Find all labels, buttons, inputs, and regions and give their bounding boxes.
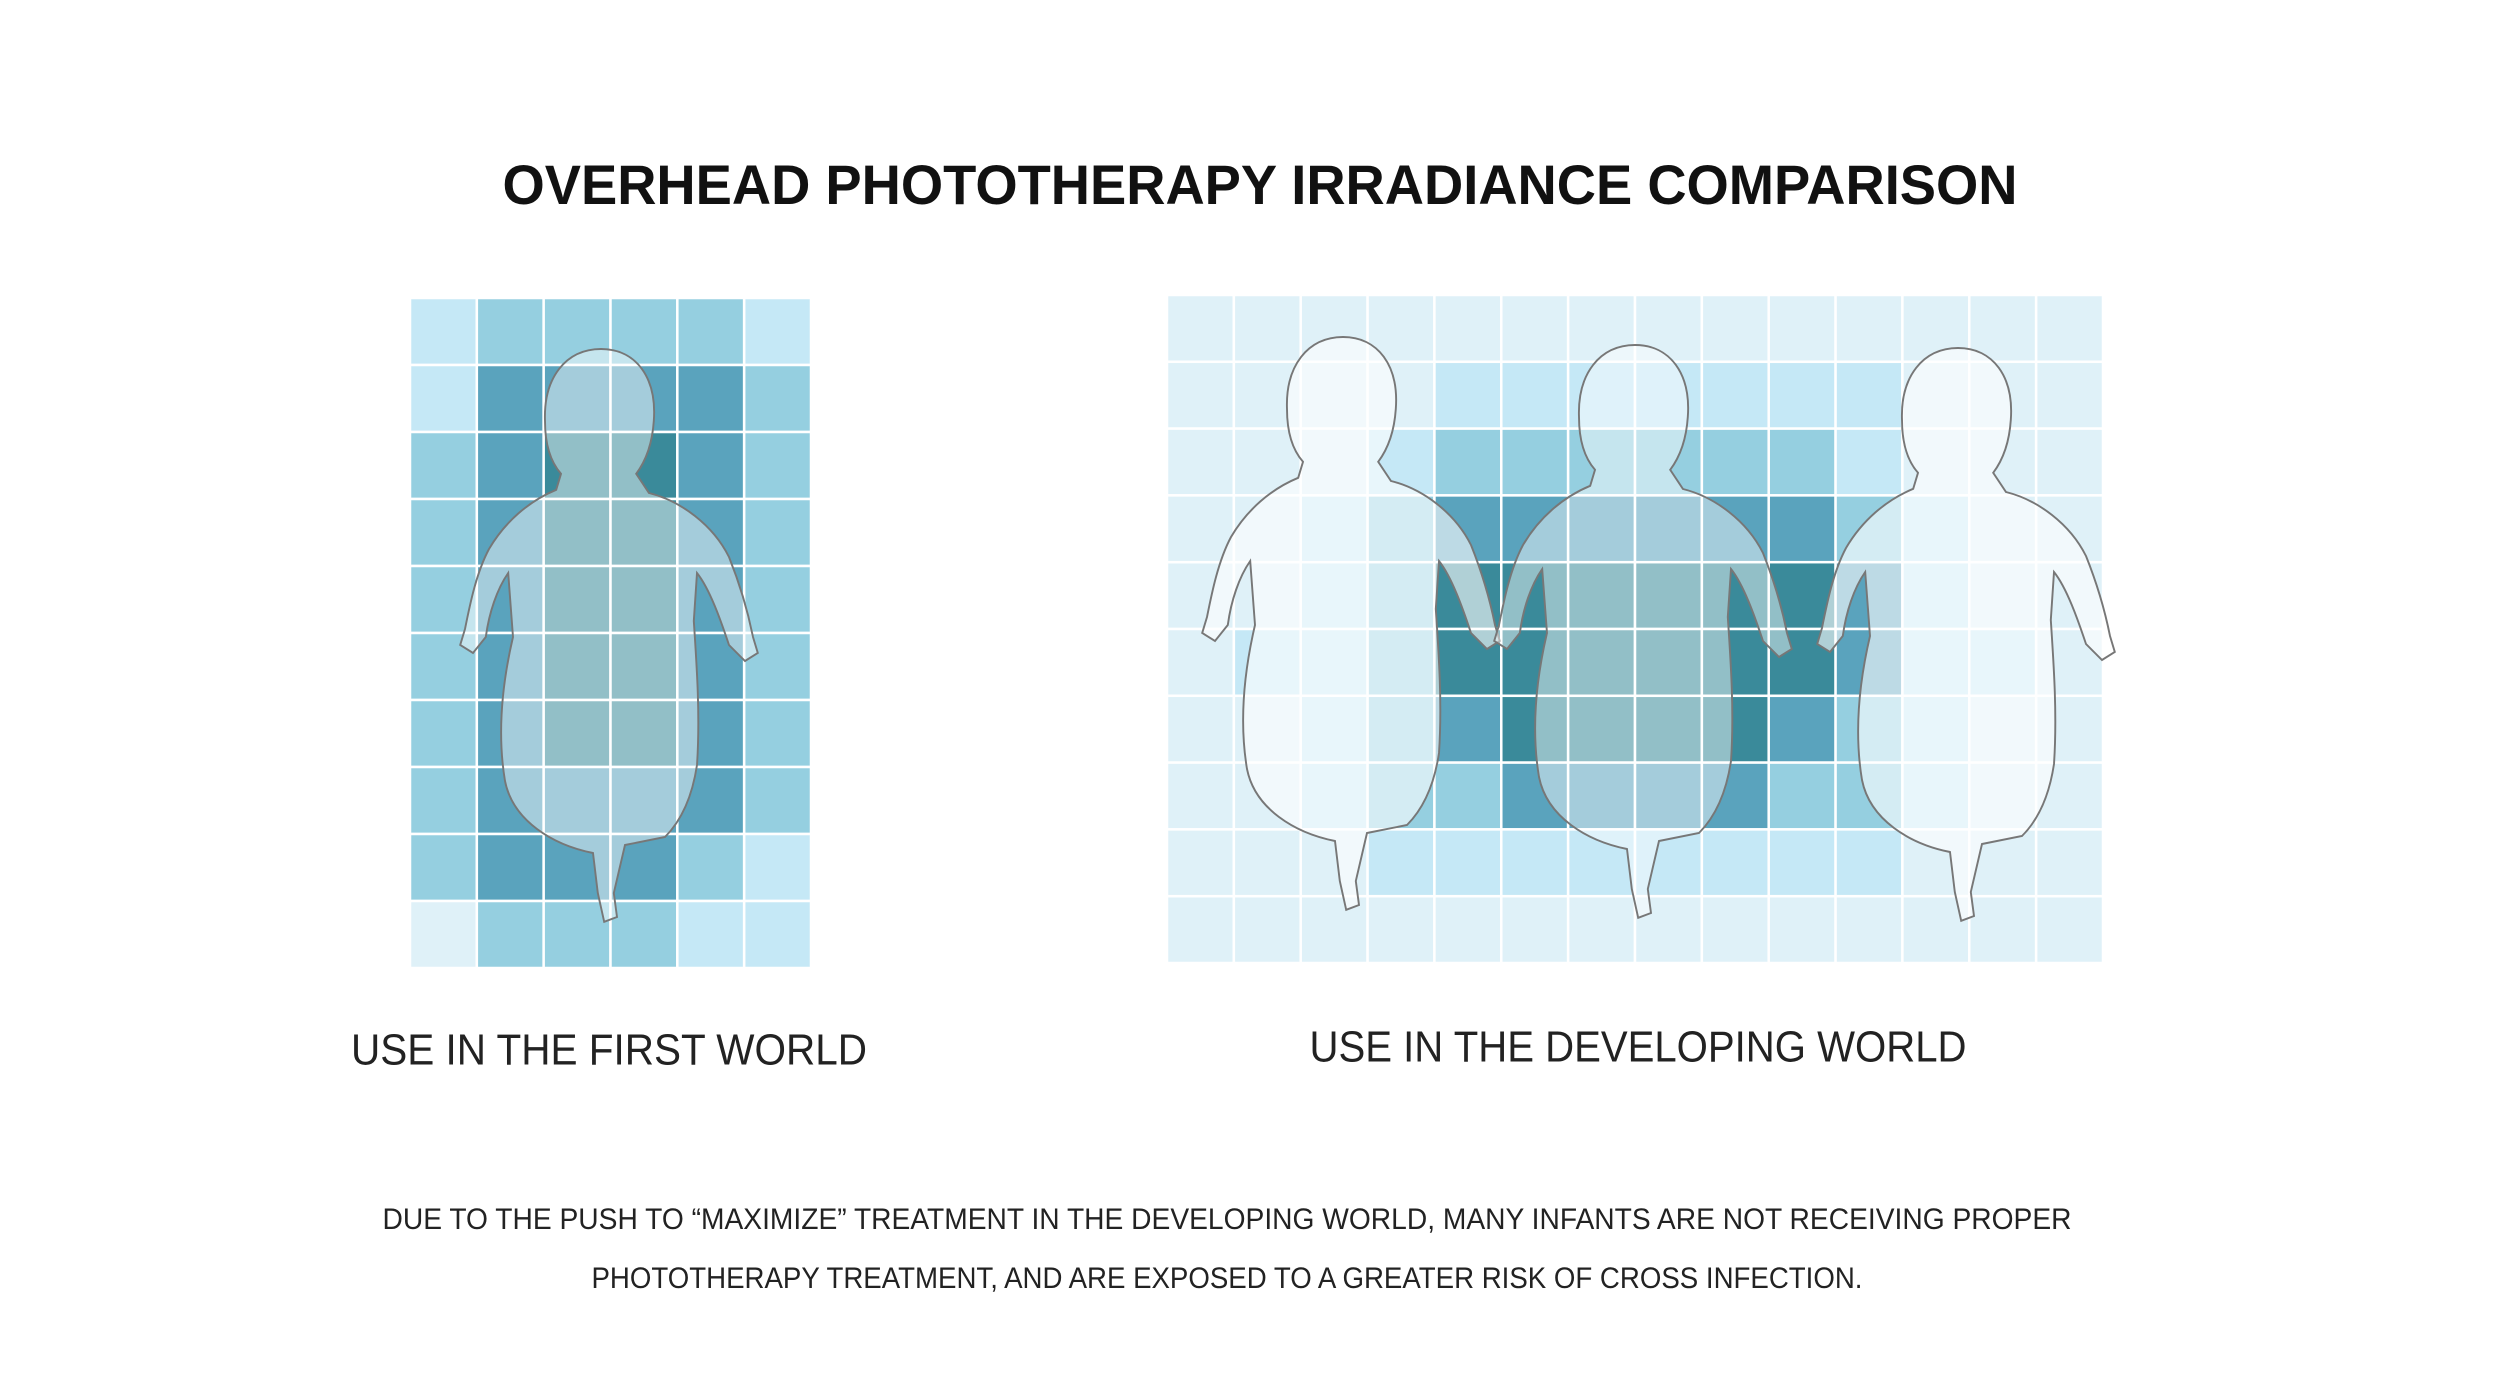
caption: USE IN THE FIRST WORLD — [351, 1026, 867, 1075]
grid-cell — [408, 765, 479, 836]
grid-cell — [1834, 828, 1904, 898]
grid-cell — [408, 832, 479, 903]
grid-cell — [1700, 894, 1770, 965]
grid-cell — [1433, 828, 1503, 898]
grid-cell — [742, 497, 813, 568]
grid-cell — [1366, 828, 1436, 898]
caption: USE IN THE DEVELOPING WORLD — [1310, 1023, 1967, 1072]
grid-cell — [1165, 293, 1236, 364]
grid-cell — [2034, 894, 2105, 965]
grid-cell — [742, 296, 813, 367]
grid-cell — [1433, 761, 1503, 831]
grid-cell — [1500, 360, 1570, 430]
grid-cell — [742, 832, 813, 903]
grid-cell — [475, 296, 545, 367]
grid-cell — [1500, 293, 1570, 364]
grid-cell — [2034, 293, 2105, 364]
grid-cell — [408, 899, 479, 970]
grid-cell — [1834, 894, 1904, 965]
grid-cell — [475, 832, 545, 903]
grid-cell — [542, 899, 612, 970]
grid-cell — [1232, 293, 1302, 364]
grid-cell — [676, 832, 746, 903]
grid-cell — [742, 899, 813, 970]
grid-cell — [742, 363, 813, 434]
grid-cell — [1767, 293, 1837, 364]
grid-cell — [2034, 427, 2105, 497]
grid-cell — [742, 430, 813, 501]
grid-cell — [475, 430, 545, 501]
grid-cell — [1767, 761, 1837, 831]
grid-cell — [2034, 360, 2105, 430]
grid-cell — [1767, 494, 1837, 564]
grid-cell — [1834, 360, 1904, 430]
grid-cell — [1500, 894, 1570, 965]
grid-cell — [2034, 828, 2105, 898]
grid-cell — [475, 899, 545, 970]
grid-cell — [1299, 894, 1369, 965]
grid-cell — [1968, 894, 2038, 965]
grid-cell — [408, 296, 479, 367]
grid-cell — [1700, 828, 1770, 898]
grid-cell — [1433, 293, 1503, 364]
grid-cell — [1767, 894, 1837, 965]
grid-cell — [1165, 360, 1236, 430]
grid-cell — [475, 363, 545, 434]
grid-cell — [1767, 694, 1837, 764]
grid-cell — [1433, 694, 1503, 764]
grid-cell — [1500, 427, 1570, 497]
grid-cell — [1433, 360, 1503, 430]
grid-cell — [1165, 894, 1236, 965]
grid-cell — [1700, 293, 1770, 364]
title: OVERHEAD PHOTOTHERAPY IRRADIANCE COMPARI… — [503, 153, 2018, 216]
grid-cell — [1700, 427, 1770, 497]
note-line: DUE TO THE PUSH TO “MAXIMIZE” TREATMENT … — [383, 1203, 2072, 1236]
grid-cell — [408, 430, 479, 501]
grid-cell — [1834, 293, 1904, 364]
grid-cell — [676, 430, 746, 501]
grid-cell — [1500, 828, 1570, 898]
grid-cell — [742, 765, 813, 836]
grid-cell — [1834, 427, 1904, 497]
grid-cell — [408, 497, 479, 568]
grid-cell — [1433, 894, 1503, 965]
grid-cell — [1165, 627, 1236, 698]
grid-cell — [1165, 494, 1236, 564]
grid-cell — [609, 899, 679, 970]
grid-cell — [408, 363, 479, 434]
note-line: PHOTOTHERAPY TREATMENT, AND ARE EXPOSED … — [592, 1262, 1863, 1295]
grid-cell — [1165, 694, 1236, 764]
grid-cell — [742, 564, 813, 635]
grid-cell — [742, 698, 813, 769]
grid-cell — [1433, 427, 1503, 497]
grid-cell — [1767, 360, 1837, 430]
grid-cell — [1165, 761, 1236, 831]
grid-cell — [1700, 360, 1770, 430]
grid-cell — [1968, 293, 2038, 364]
grid-cell — [676, 363, 746, 434]
grid-cell — [1767, 828, 1837, 898]
grid-cell — [1767, 427, 1837, 497]
grid-cell — [408, 698, 479, 769]
grid-cell — [1232, 828, 1302, 898]
grid-cell — [676, 899, 746, 970]
grid-cell — [676, 296, 746, 367]
grid-cell — [1232, 894, 1302, 965]
grid-cell — [1165, 427, 1236, 497]
grid-cell — [1366, 894, 1436, 965]
grid-cell — [1165, 828, 1236, 898]
grid-cell — [1566, 894, 1637, 965]
